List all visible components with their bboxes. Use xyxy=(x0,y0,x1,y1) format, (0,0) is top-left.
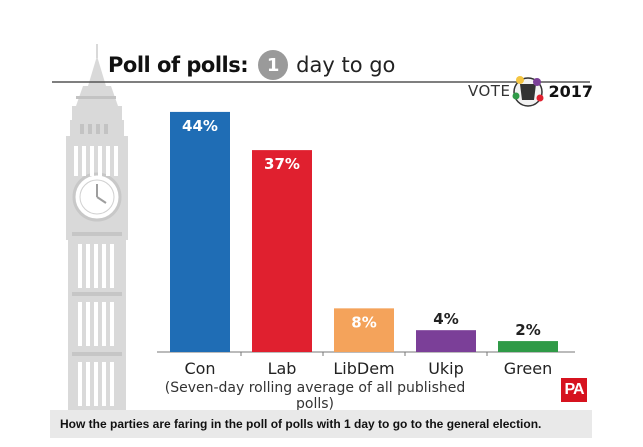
chart-note: (Seven-day rolling average of all publis… xyxy=(164,380,466,412)
bar-con xyxy=(170,111,230,352)
bar-green xyxy=(498,341,558,352)
vote-label: VOTE xyxy=(468,82,511,100)
value-label-libdem: 8% xyxy=(351,313,376,331)
category-label-ukip: Ukip xyxy=(428,359,464,378)
bar-lab xyxy=(252,150,312,352)
chart-title: Poll of polls: 1 day to go xyxy=(108,48,395,82)
caption-bar xyxy=(50,410,592,438)
ballot-box-icon xyxy=(512,76,544,107)
title-main: Poll of polls: xyxy=(108,53,249,77)
pa-logo: PA xyxy=(561,378,587,402)
vote-year: 2017 xyxy=(548,81,593,101)
vote-2017-logo: VOTE 2017 xyxy=(468,76,593,106)
bar-ukip xyxy=(416,330,476,352)
image-caption: How the parties are faring in the poll o… xyxy=(60,417,542,431)
title-rest: day to go xyxy=(296,53,396,77)
value-label-green: 2% xyxy=(515,321,540,339)
category-label-green: Green xyxy=(504,359,552,378)
bar-libdem xyxy=(334,308,394,352)
category-label-libdem: LibDem xyxy=(333,359,394,378)
value-label-con: 44% xyxy=(182,117,218,135)
category-label-con: Con xyxy=(184,359,215,378)
value-label-lab: 37% xyxy=(264,155,300,173)
value-label-ukip: 4% xyxy=(433,310,458,328)
category-label-lab: Lab xyxy=(268,359,297,378)
days-badge: 1 xyxy=(258,50,289,80)
